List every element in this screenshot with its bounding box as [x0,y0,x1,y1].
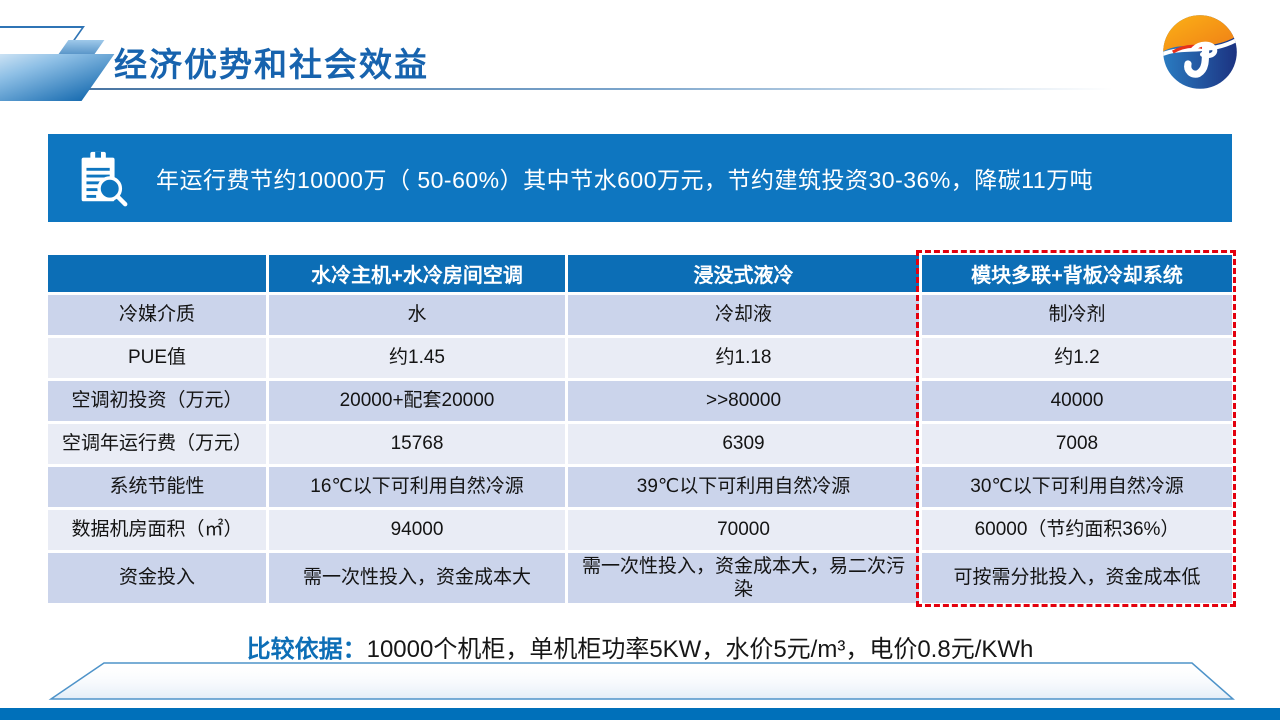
table-header-module-vrf: 模块多联+背板冷却系统 [922,255,1232,292]
bottom-trapezoid-decoration [48,662,1235,700]
row-label: 系统节能性 [48,467,266,507]
table-cell: 15768 [269,424,565,464]
table-cell: 水 [269,295,565,335]
comparison-basis-label: 比较依据： [246,636,367,663]
header-parallelogram-fill [0,54,115,101]
row-label: 空调年运行费（万元） [48,424,266,464]
table-cell: 30℃以下可利用自然冷源 [922,467,1232,507]
table-header-water-cooling: 水冷主机+水冷房间空调 [269,255,565,292]
table-cell: 20000+配套20000 [269,381,565,421]
row-label: 数据机房面积（㎡） [48,510,266,550]
highlight-dashed-border [916,250,1236,607]
table-cell: 可按需分批投入，资金成本低 [922,553,1232,603]
table-header-empty [48,255,266,292]
table-cell: 需一次性投入，资金成本大，易二次污染 [568,553,919,603]
comparison-basis-note: 比较依据：10000个机柜，单机柜功率5KW，水价5元/m³，电价0.8元/KW… [0,629,1280,664]
table-cell: 6309 [568,424,919,464]
table-cell: 约1.2 [922,338,1232,378]
table-cell: 制冷剂 [922,295,1232,335]
table-cell: 94000 [269,510,565,550]
row-label: PUE值 [48,338,266,378]
table-cell: 40000 [922,381,1232,421]
company-logo-icon [1163,15,1237,89]
table-cell: 16℃以下可利用自然冷源 [269,467,565,507]
table-cell: 约1.18 [568,338,919,378]
summary-banner: 年运行费节约10000万（ 50-60%）其中节水600万元，节约建筑投资30-… [48,134,1232,222]
comparison-basis-text: 10000个机柜，单机柜功率5KW，水价5元/m³，电价0.8元/KWh [366,636,1034,663]
comparison-table: 水冷主机+水冷房间空调 浸没式液冷 模块多联+背板冷却系统 冷媒介质 水 冷却液… [48,255,1232,603]
table-header-immersion-cooling: 浸没式液冷 [568,255,919,292]
row-label: 空调初投资（万元） [48,381,266,421]
row-label: 冷媒介质 [48,295,266,335]
summary-banner-text: 年运行费节约10000万（ 50-60%）其中节水600万元，节约建筑投资30-… [156,167,1094,193]
row-label: 资金投入 [48,553,266,603]
table-cell: 70000 [568,510,919,550]
table-cell: 需一次性投入，资金成本大 [269,553,565,603]
table-cell: 39℃以下可利用自然冷源 [568,467,919,507]
table-cell: 7008 [922,424,1232,464]
table-cell: 60000（节约面积36%） [922,510,1232,550]
title-underline [28,88,1113,90]
table-cell: >>80000 [568,381,919,421]
table-cell: 约1.45 [269,338,565,378]
clipboard-search-icon [81,151,128,207]
table-cell: 冷却液 [568,295,919,335]
page-title: 经济优势和社会效益 [114,46,429,83]
bottom-blue-bar [0,708,1280,720]
